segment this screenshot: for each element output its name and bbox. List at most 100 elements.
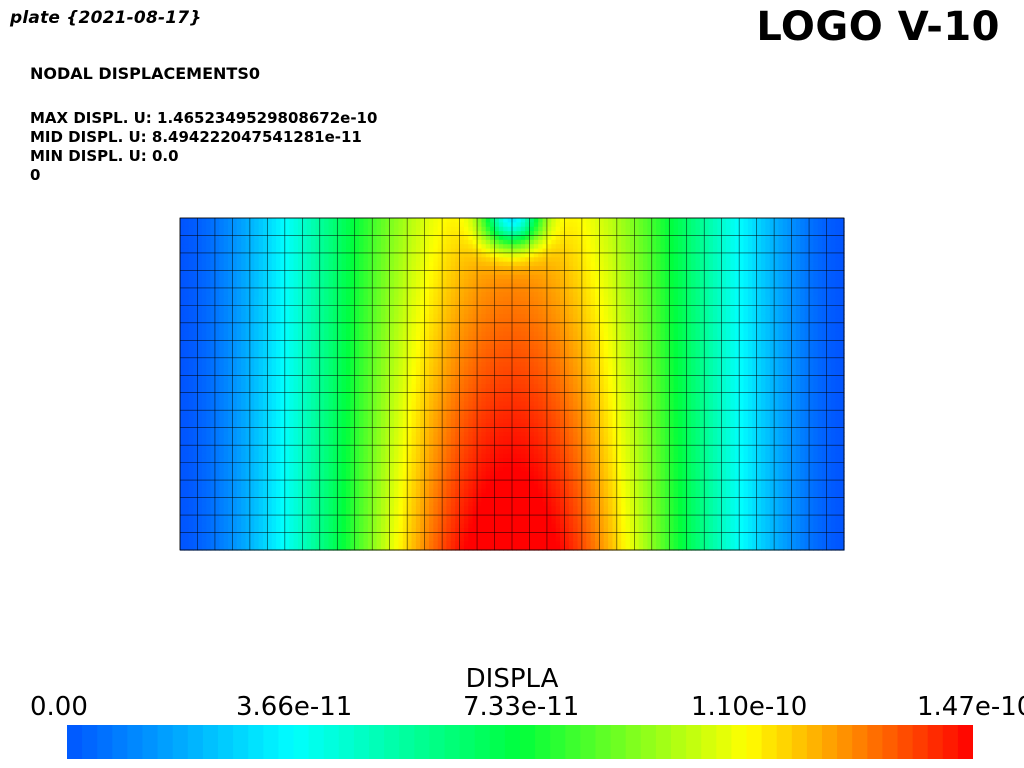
mesh-shade-cell bbox=[284, 445, 290, 451]
mesh-shade-cell bbox=[184, 493, 190, 499]
mesh-shade-cell bbox=[363, 462, 369, 468]
mesh-shade-cell bbox=[446, 309, 452, 315]
mesh-shade-cell bbox=[380, 497, 386, 503]
mesh-shade-cell bbox=[201, 362, 207, 368]
mesh-shade-cell bbox=[193, 222, 199, 228]
mesh-shade-cell bbox=[429, 252, 434, 258]
mesh-shade-cell bbox=[385, 462, 391, 468]
mesh-shade-cell bbox=[463, 274, 469, 280]
plate-mesh-plot[interactable] bbox=[0, 0, 1024, 600]
mesh-shade-cell bbox=[385, 322, 391, 328]
mesh-shade-cell bbox=[197, 515, 203, 521]
mesh-shade-cell bbox=[442, 292, 448, 298]
mesh-shade-cell bbox=[293, 375, 299, 381]
mesh-shade-cell bbox=[437, 327, 443, 333]
mesh-shade-cell bbox=[376, 445, 382, 451]
mesh-shade-cell bbox=[324, 388, 330, 394]
mesh-shade-cell bbox=[210, 545, 216, 551]
mesh-shade-cell bbox=[249, 541, 255, 547]
mesh-shade-cell bbox=[206, 327, 212, 333]
mesh-shade-cell bbox=[398, 357, 404, 363]
mesh-shade-cell bbox=[332, 283, 338, 289]
mesh-shade-cell bbox=[228, 432, 234, 438]
mesh-shade-cell bbox=[306, 218, 312, 223]
mesh-shade-cell bbox=[311, 388, 317, 394]
mesh-shade-cell bbox=[354, 506, 360, 512]
mesh-shade-cell bbox=[359, 532, 365, 538]
mesh-shade-cell bbox=[424, 528, 430, 534]
mesh-shade-cell bbox=[398, 279, 404, 285]
mesh-shade-cell bbox=[359, 344, 365, 350]
mesh-shade-cell bbox=[359, 523, 365, 529]
mesh-shade-cell bbox=[446, 335, 452, 341]
mesh-shade-cell bbox=[385, 274, 391, 280]
mesh-shade-cell bbox=[372, 493, 378, 499]
mesh-shade-cell bbox=[389, 449, 395, 455]
mesh-shade-cell bbox=[254, 427, 260, 433]
mesh-shade-cell bbox=[389, 322, 395, 328]
mesh-shade-cell bbox=[210, 392, 216, 398]
mesh-shade-cell bbox=[276, 257, 282, 263]
mesh-shade-cell bbox=[249, 397, 255, 403]
mesh-shade-cell bbox=[228, 523, 234, 529]
mesh-shade-cell bbox=[302, 519, 308, 525]
mesh-shade-cell bbox=[420, 510, 426, 516]
mesh-shade-cell bbox=[219, 318, 225, 324]
mesh-shade-cell bbox=[411, 375, 417, 381]
mesh-shade-cell bbox=[367, 349, 373, 355]
mesh-shade-cell bbox=[346, 427, 351, 433]
mesh-shade-cell bbox=[293, 436, 299, 442]
mesh-shade-cell bbox=[293, 506, 299, 512]
mesh-shade-cell bbox=[271, 248, 277, 254]
mesh-shade-cell bbox=[188, 501, 194, 507]
mesh-shade-cell bbox=[429, 528, 434, 534]
mesh-shade-cell bbox=[407, 248, 413, 254]
mesh-shade-cell bbox=[188, 231, 194, 237]
mesh-shade-cell bbox=[411, 327, 417, 333]
mesh-shade-cell bbox=[328, 231, 334, 237]
mesh-shade-cell bbox=[180, 318, 185, 324]
mesh-shade-cell bbox=[311, 523, 317, 529]
mesh-shade-cell bbox=[223, 532, 229, 538]
mesh-shade-cell bbox=[180, 532, 185, 538]
mesh-shade-cell bbox=[258, 375, 264, 381]
mesh-shade-cell bbox=[254, 501, 260, 507]
mesh-shade-cell bbox=[284, 357, 290, 363]
mesh-shade-cell bbox=[289, 519, 295, 525]
mesh-shade-cell bbox=[363, 279, 369, 285]
mesh-shade-cell bbox=[363, 318, 369, 324]
mesh-shade-cell bbox=[280, 349, 286, 355]
mesh-shade-cell bbox=[232, 515, 238, 521]
mesh-shade-cell bbox=[197, 370, 203, 376]
mesh-shade-cell bbox=[184, 392, 190, 398]
mesh-shade-cell bbox=[359, 327, 365, 333]
mesh-shade-cell bbox=[184, 379, 190, 385]
mesh-shade-cell bbox=[380, 462, 386, 468]
mesh-shade-cell bbox=[455, 384, 461, 389]
mesh-shade-cell bbox=[206, 335, 212, 341]
mesh-shade-cell bbox=[306, 287, 312, 293]
mesh-shade-cell bbox=[284, 423, 290, 429]
mesh-shade-cell bbox=[289, 528, 295, 534]
mesh-shade-cell bbox=[206, 309, 212, 315]
mesh-shade-cell bbox=[245, 222, 251, 228]
mesh-shade-cell bbox=[236, 432, 242, 438]
mesh-shade-cell bbox=[276, 248, 282, 254]
mesh-shade-cell bbox=[293, 266, 299, 272]
mesh-shade-cell bbox=[214, 344, 220, 350]
mesh-shade-cell bbox=[455, 309, 461, 315]
mesh-shade-cell bbox=[263, 244, 268, 250]
mesh-shade-cell bbox=[201, 432, 207, 438]
mesh-shade-cell bbox=[442, 484, 448, 490]
mesh-shade-cell bbox=[337, 309, 343, 315]
mesh-shade-cell bbox=[372, 453, 378, 459]
mesh-shade-cell bbox=[337, 462, 343, 468]
mesh-shade-cell bbox=[197, 458, 203, 464]
mesh-shade-cell bbox=[459, 309, 465, 315]
mesh-shade-cell bbox=[276, 309, 282, 315]
mesh-shade-cell bbox=[258, 305, 264, 311]
mesh-shade-cell bbox=[267, 392, 273, 398]
mesh-shade-cell bbox=[184, 309, 190, 315]
mesh-shade-cell bbox=[450, 222, 456, 228]
mesh-shade-cell bbox=[402, 335, 408, 341]
